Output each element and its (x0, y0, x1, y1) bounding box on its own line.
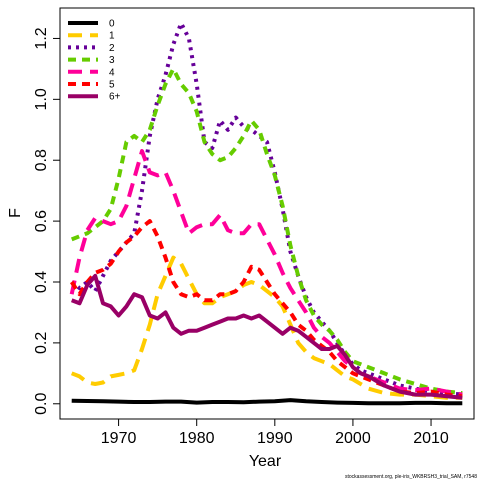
x-axis: 1970 1980 1990 2000 2010 (101, 419, 449, 447)
y-tick-label: 1.2 (33, 27, 50, 49)
series-line-0 (71, 398, 463, 406)
legend-label-6: 6+ (109, 92, 121, 103)
plot-frame (59, 7, 475, 420)
y-tick-label: 0.2 (33, 332, 50, 354)
series-line-6 (70, 273, 463, 400)
y-tick-label: 0.0 (33, 393, 50, 415)
x-tick-label: 1980 (179, 430, 215, 447)
legend-label-5: 5 (109, 80, 115, 91)
series-line-2 (70, 21, 463, 397)
x-tick-label: 2010 (413, 430, 449, 447)
legend-label-2: 2 (109, 43, 115, 54)
legend-label-1: 1 (109, 31, 115, 42)
x-tick-label: 1970 (101, 430, 137, 447)
legend-label-4: 4 (109, 67, 115, 78)
series-line-5 (70, 219, 463, 399)
x-axis-title: Year (249, 453, 282, 470)
y-tick-label: 0.4 (33, 271, 50, 293)
series-line-1 (70, 255, 463, 400)
y-axis: 0.0 0.2 0.4 0.6 0.8 1.0 1.2 (33, 27, 60, 415)
source-caption: stockassessment.org, ple-iris_WKBRSH3_tr… (345, 474, 477, 480)
x-tick-label: 2000 (335, 430, 371, 447)
y-axis-title: F (7, 208, 24, 218)
legend-label-0: 0 (109, 19, 115, 30)
x-tick-label: 1990 (257, 430, 293, 447)
y-tick-label: 0.8 (33, 149, 50, 171)
series-line-4 (69, 149, 463, 397)
legend-label-3: 3 (109, 55, 115, 66)
y-tick-label: 1.0 (33, 88, 50, 110)
plot-area (69, 21, 463, 406)
series-line-3 (70, 66, 463, 396)
y-tick-label: 0.6 (33, 210, 50, 232)
